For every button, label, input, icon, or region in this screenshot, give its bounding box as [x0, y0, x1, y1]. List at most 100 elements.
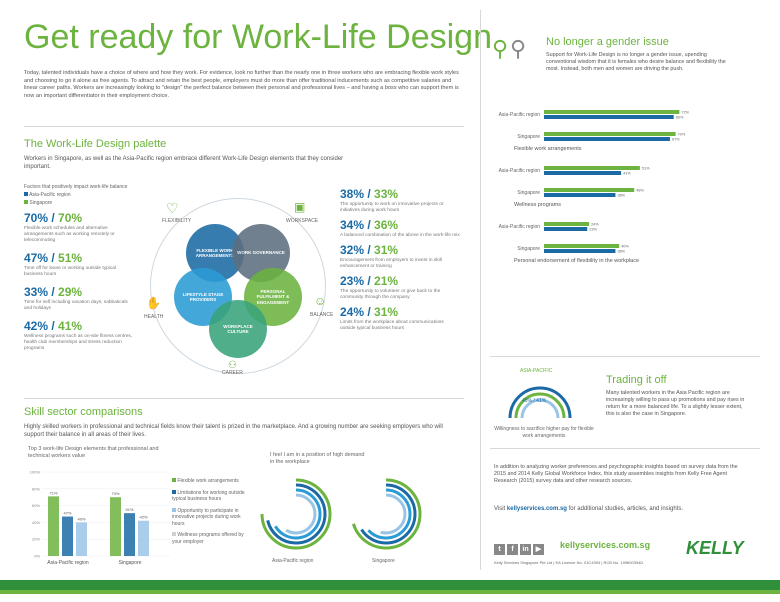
y-category-label: Asia-Pacific region — [499, 224, 541, 230]
people-icon: ⚇ — [228, 360, 237, 371]
hands-icon: ✋ — [146, 296, 161, 310]
bar-value-label: 38% — [617, 250, 625, 254]
bar-male — [544, 115, 674, 119]
y-category-label: Asia-Pacific region — [499, 168, 541, 174]
palette-heading: The Work-Life Design palette — [24, 138, 167, 150]
visit-line: Visit kellyservices.com.sg for additiona… — [494, 506, 684, 512]
bar-value-label: 38% — [617, 194, 625, 198]
fine-print: Kelly Services Singapore Pte Ltd | EA Li… — [494, 560, 644, 565]
y-tick-label: 0% — [34, 554, 40, 559]
palette-intro: Workers in Singapore, as well as the Asi… — [24, 156, 344, 170]
bar-value-label: 51% — [642, 167, 650, 171]
donut-label-sg: Singapore — [372, 558, 395, 564]
skills-intro: Highly skilled workers in professional a… — [24, 424, 443, 438]
bar-female — [544, 244, 620, 248]
gender-heading: No longer a gender issue — [546, 36, 669, 48]
bar-value-label: 41% — [623, 172, 631, 176]
bar-value-label: 70% — [111, 491, 119, 496]
linkedin-icon[interactable]: in — [520, 544, 531, 555]
intro-paragraph: Today, talented individuals have a choic… — [24, 70, 459, 99]
donut-label-ap: Asia-Pacific region — [272, 558, 314, 564]
footer-band-light — [0, 590, 780, 594]
bar-male — [544, 193, 616, 197]
bar-female — [544, 166, 640, 170]
gender-icon: ⚲ — [492, 36, 509, 61]
twitter-icon[interactable]: t — [494, 544, 505, 555]
legend-item: Flexible work arrangements — [172, 478, 252, 485]
bar-value-label: 71% — [49, 490, 57, 495]
bar-value-label: 24% — [591, 223, 599, 227]
donut-title: I feel I am in a position of high demand… — [270, 452, 365, 465]
bar-value-label: 69% — [676, 116, 684, 120]
bar-value-label: 72% — [681, 111, 689, 115]
y-category-label: Singapore — [517, 190, 540, 196]
stat-item: 23% / 21% The opportunity to volunteer o… — [340, 274, 441, 301]
bar-female — [544, 132, 676, 136]
bar-male — [544, 171, 622, 175]
stat-item: 70% / 70% Flexible work schedules and al… — [24, 211, 115, 244]
youtube-icon[interactable]: ▶ — [533, 544, 544, 555]
right-stats: 38% / 33% The opportunity to work on inn… — [340, 188, 460, 332]
figure-icon: ☺ — [314, 294, 327, 308]
y-category-label: Singapore — [517, 246, 540, 252]
stat-item: 47% / 51% Time off for leave or working … — [24, 251, 116, 278]
gender-bar-chart: Asia-Pacific region 72%69% Singapore 70%67%… — [499, 110, 690, 264]
stat-item: 42% / 41% Wellness programs such as on-s… — [24, 319, 133, 352]
group-label: Flexible work arrangements — [514, 146, 582, 152]
legend-sg: Singapore — [24, 200, 52, 207]
trading-text: Many talented workers in the Asia Pacifi… — [606, 390, 745, 417]
stat-item: 32% / 31% Encouragement from employers t… — [340, 243, 442, 270]
legend-sg-label: Singapore — [29, 200, 53, 206]
heart-icon: ♡ — [166, 200, 179, 216]
bar-value-label: 23% — [589, 228, 597, 232]
bar — [62, 516, 73, 556]
bar-value-label: 40% — [77, 516, 85, 521]
bar-value-label: 40% — [621, 245, 629, 249]
y-tick-label: 100% — [30, 470, 41, 475]
icon-label: CAREER — [222, 370, 243, 376]
bar-female — [544, 110, 680, 114]
icon-label: BALANCE — [310, 312, 334, 318]
visit-link[interactable]: kellyservices.com.sg — [506, 506, 567, 512]
legend-item: Opportunity to participate in innovative… — [172, 507, 241, 527]
skills-heading: Skill sector comparisons — [24, 406, 143, 418]
y-tick-label: 40% — [32, 520, 40, 525]
bar-value-label: 48% — [636, 189, 644, 193]
bar-value-label: 67% — [672, 138, 680, 142]
x-tick-label: Singapore — [119, 560, 142, 566]
legend-item: Wellness programs offered by your employ… — [172, 532, 244, 545]
y-tick-label: 20% — [32, 537, 40, 542]
bar-value-label: 47% — [63, 511, 71, 516]
y-tick-label: 80% — [32, 486, 40, 491]
trading-caption: Willingness to sacrifice higher pay for … — [494, 426, 594, 439]
sg-demand-donut — [350, 478, 422, 550]
skills-bar-chart: 0% 20% 40% 60% 80% 100% 71% 47% 40% Asia-Pacific … — [30, 470, 170, 566]
skills-legend: Flexible work arrangements Limitations f… — [172, 478, 252, 545]
venn-diagram: FLEXIBLE WORK ARRANGEMENTS WORK GOVERNAN… — [144, 196, 334, 376]
site-link[interactable]: kellyservices.com.sg — [560, 540, 651, 550]
social-links: t f in ▶ — [494, 538, 546, 556]
bar-value-label: 42% — [139, 515, 147, 520]
bar-female — [544, 222, 590, 226]
legend-title: Factors that positively impact work-life… — [24, 184, 128, 190]
bar — [110, 497, 121, 556]
y-category-label: Singapore — [517, 134, 540, 140]
bar-female — [544, 188, 635, 192]
trading-center: 45% / 41% — [522, 398, 547, 404]
y-tick-label: 60% — [32, 503, 40, 508]
facebook-icon[interactable]: f — [507, 544, 518, 555]
bar-male — [544, 137, 670, 141]
trading-donut — [508, 386, 572, 419]
left-stats: 70% / 70% Flexible work schedules and al… — [24, 212, 134, 352]
kelly-logo: KELLY — [686, 538, 744, 558]
bar-value-label: 51% — [125, 507, 133, 512]
footer-band — [0, 580, 780, 590]
trading-heading: Trading it off — [606, 374, 667, 386]
bar — [138, 520, 149, 556]
gender-text: Support for Work-Life Design is no longe… — [546, 52, 726, 72]
icon-label: WORKSPACE — [286, 218, 319, 224]
stat-item: 38% / 33% The opportunity to work on inn… — [340, 187, 444, 214]
group-label: Wellness programs — [514, 202, 561, 208]
bar-value-label: 70% — [678, 133, 686, 137]
group-label: Personal endorsement of flexibility in t… — [514, 258, 639, 264]
